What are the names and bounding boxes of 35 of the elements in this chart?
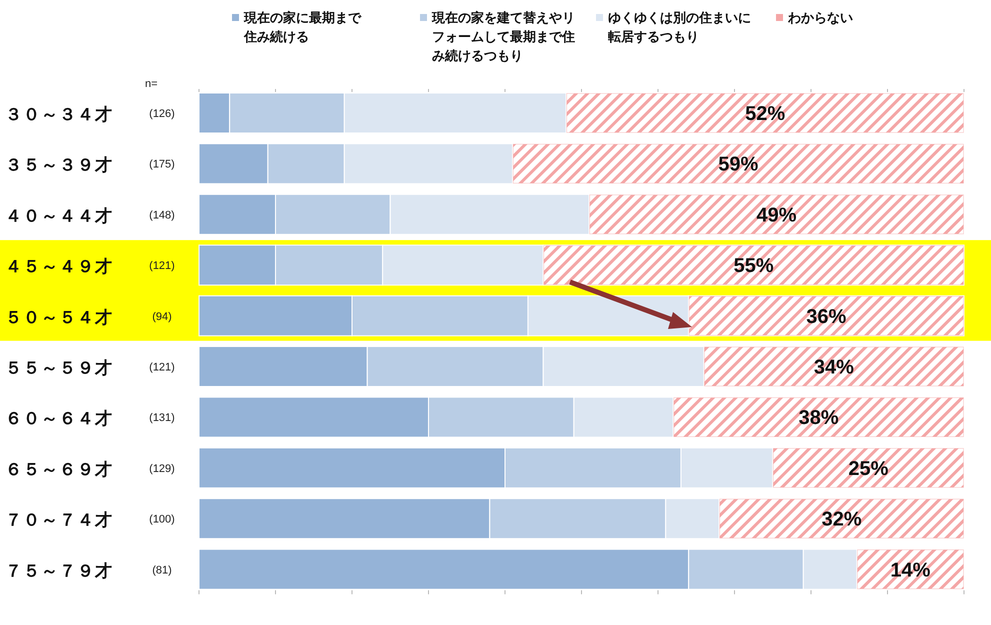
data-label: 36% <box>806 306 847 328</box>
text: (129) <box>149 462 175 475</box>
data-label: 52% <box>745 103 786 125</box>
y-tick-label: ７５～７９才 <box>5 561 113 580</box>
data-label: 25% <box>848 458 889 480</box>
data-label: 14% <box>890 559 931 582</box>
text: (121) <box>149 362 175 374</box>
y-tick-label: ７０～７４才 <box>5 510 113 530</box>
text: (126) <box>149 108 175 120</box>
y-tick-label: ６５～６９才 <box>5 460 113 479</box>
text: n= <box>145 78 158 90</box>
text: (100) <box>149 514 175 526</box>
y-tick-label: ４５～４９才 <box>5 257 113 276</box>
y-tick-label: ６０～６４才 <box>5 409 113 428</box>
legend-label: わからない <box>788 9 854 27</box>
legend-label: 現在の家に最期まで住み続ける <box>244 9 362 46</box>
legend-label: 現在の家を建て替えやリフォームして最期まで住み続けるつもり <box>432 9 576 65</box>
legend-label: ゆくゆくは別の住まいに転居するつもり <box>608 9 752 46</box>
data-label: 32% <box>822 508 862 531</box>
text: (94) <box>152 310 172 323</box>
data-label: 34% <box>814 356 854 378</box>
text: (81) <box>152 564 172 576</box>
y-tick-label: ３５～３９才 <box>5 156 113 175</box>
y-tick-label: ４０～４４才 <box>5 206 113 226</box>
y-tick-label: ３０～３４才 <box>5 105 113 124</box>
y-tick-label: ５０～５４才 <box>5 308 113 327</box>
data-label: 38% <box>798 407 839 430</box>
y-tick-label: ５５～５９才 <box>5 358 113 378</box>
data-label: 49% <box>756 204 797 226</box>
text: (121) <box>149 260 175 272</box>
text: (148) <box>149 209 175 222</box>
text: (175) <box>149 158 175 171</box>
data-label: 55% <box>734 255 774 278</box>
text: (131) <box>149 412 175 424</box>
data-label: 59% <box>718 154 759 176</box>
